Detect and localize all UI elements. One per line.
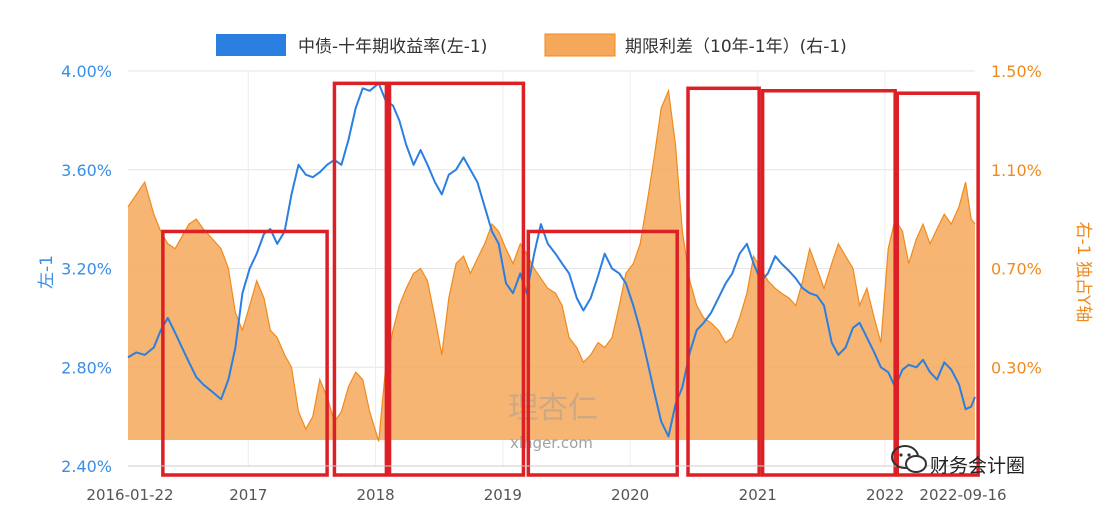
legend-swatch-yield — [216, 34, 286, 56]
series-spread-edge — [127, 88, 976, 442]
x-tick-label: 2019 — [484, 486, 522, 504]
brand-text: 财务会计圈 — [930, 455, 1025, 477]
highlight-box-layer — [161, 81, 980, 477]
y-left-tick-label: 2.80% — [61, 358, 112, 377]
legend-label-yield: 中债-十年期收益率(左-1) — [298, 37, 487, 57]
x-tick-label: 2018 — [356, 486, 394, 504]
y-right-tick-label: 0.70% — [991, 260, 1042, 279]
y-axis-left: 2.40% 2.80% 3.20% 3.60% 4.00% — [61, 62, 112, 476]
x-tick-label: 2017 — [229, 486, 267, 504]
y-left-tick-label: 2.40% — [61, 457, 112, 476]
legend-label-spread: 期限利差（10年-1年）(右-1) — [625, 37, 847, 57]
highlight-box-2 — [332, 81, 389, 477]
x-tick-label: 2022-09-16 — [919, 486, 1006, 504]
highlight-box-1 — [161, 229, 329, 477]
highlight-box-6 — [760, 89, 897, 477]
watermark-main: 理杏仁 — [508, 391, 598, 426]
x-axis: 2016-01-22 2017 2018 2019 2020 2021 2022 2022-0… — [86, 465, 1007, 504]
y-right-tick-label: 1.10% — [991, 161, 1042, 180]
y-right-tick-label: 0.30% — [991, 358, 1042, 377]
highlight-box-5 — [686, 86, 761, 477]
brand-badge: 财务会计圈 — [891, 445, 1025, 477]
highlight-box-7 — [895, 91, 980, 477]
x-tick-label: 2021 — [739, 486, 777, 504]
highlight-box-4 — [526, 229, 679, 477]
spread-area-layer — [127, 88, 976, 442]
watermark-url: xinger.com — [510, 434, 593, 452]
y-left-tick-label: 3.60% — [61, 161, 112, 180]
legend[interactable]: 中债-十年期收益率(左-1) 期限利差（10年-1年）(右-1) — [216, 33, 847, 57]
yield-line-layer — [127, 82, 976, 438]
highlight-box-3 — [387, 81, 526, 477]
x-tick-label: 2022 — [866, 486, 904, 504]
y-left-tick-label: 3.20% — [61, 260, 112, 279]
legend-swatch-spread — [544, 33, 616, 57]
y-axis-left-title: 左-1 — [37, 255, 57, 289]
series-yield-line — [127, 82, 976, 438]
y-left-tick-label: 4.00% — [61, 62, 112, 81]
y-right-tick-label: 1.50% — [991, 62, 1042, 81]
y-axis-right-title: 右-1 独占Y轴 — [1073, 222, 1093, 323]
y-axis-right: 0.30% 0.70% 1.10% 1.50% — [991, 62, 1042, 377]
x-tick-label: 2016-01-22 — [86, 486, 173, 504]
x-tick-label: 2020 — [611, 486, 649, 504]
series-spread-area — [128, 90, 975, 442]
wechat-icon — [891, 445, 927, 473]
